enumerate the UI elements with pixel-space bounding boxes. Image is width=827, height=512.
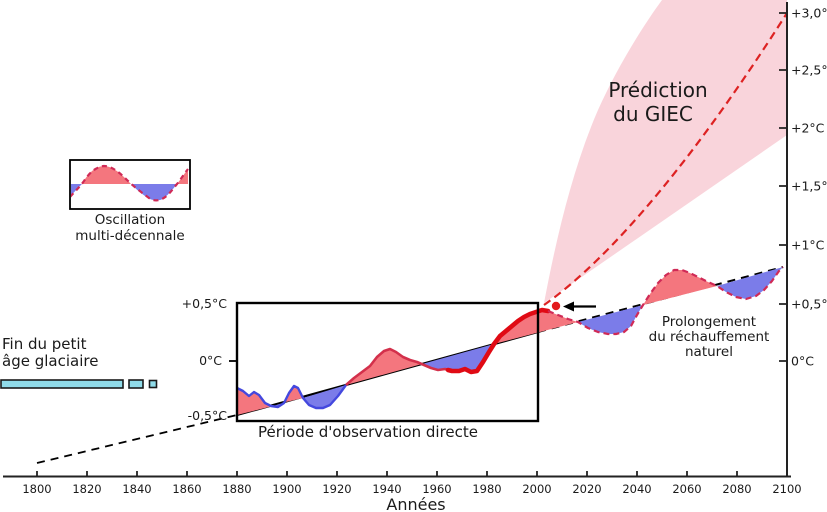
right-axis-label: +1°C (791, 238, 825, 253)
right-axis-label: +2°C (791, 121, 825, 136)
ice-age-bars (0, 379, 158, 389)
giec-prediction-label-line1: Prédiction (608, 78, 707, 102)
oscillation-label-line2: multi-décennale (75, 228, 184, 244)
x-tick-label: 1820 (72, 482, 101, 496)
oscillation-legend-inset (69, 159, 191, 210)
left-axis-label: 0°C (199, 353, 222, 368)
x-axis (3, 471, 791, 478)
observation-period-label: Période d'observation directe (258, 423, 478, 441)
giec-prediction-label-line2: du GIEC (613, 102, 693, 126)
right-axis-label: +1,5°C (791, 179, 827, 194)
x-tick-label: 1860 (172, 482, 201, 496)
current-temperature-dot (551, 301, 561, 311)
x-tick-label: 1900 (272, 482, 301, 496)
x-tick-label: 1980 (472, 482, 501, 496)
x-tick-label: 2060 (672, 482, 701, 496)
ice-age-label-line2: âge glaciaire (2, 352, 98, 370)
left-axis-label: +0,5°C (182, 296, 228, 311)
observed-anomaly-fills (237, 267, 783, 415)
ice-age-label-line1: Fin du petit (2, 335, 87, 353)
giec-prediction-center-line (543, 12, 788, 306)
right-axis-label: +0,5°C (791, 297, 827, 312)
x-axis-title: Années (386, 495, 445, 512)
projected-oscillation-wave (547, 266, 784, 336)
natural-warming-label-line2: du réchauffement (649, 329, 770, 345)
observed-curve-recent-thick (445, 307, 551, 375)
x-tick-label: 1840 (122, 482, 151, 496)
x-tick-label: 1920 (322, 482, 351, 496)
right-axis-label: +3,0°C (791, 6, 827, 21)
left-axis-label: -0,5°C (188, 408, 228, 423)
natural-warming-label-line1: Prolongement (662, 314, 756, 330)
observed-curve-mid (345, 347, 449, 386)
x-tick-label: 2020 (572, 482, 601, 496)
x-tick-label: 1800 (22, 482, 51, 496)
x-tick-label: 2100 (772, 482, 801, 496)
natural-warming-label-line3: naturel (685, 344, 733, 360)
x-tick-label: 2040 (622, 482, 651, 496)
right-axis-label: 0°C (791, 354, 814, 369)
pointer-arrow (563, 301, 596, 312)
oscillation-label-line1: Oscillation (95, 212, 165, 228)
x-tick-label: 1880 (222, 482, 251, 496)
x-tick-label: 1960 (422, 482, 451, 496)
giec-prediction-band (544, 0, 787, 303)
observed-curve-early (236, 384, 347, 410)
trend-line-dashed-left (36, 414, 238, 464)
right-axis (779, 2, 788, 477)
x-tick-label: 2080 (722, 482, 751, 496)
x-tick-label: 2000 (522, 482, 551, 496)
right-axis-label: +2,5°C (791, 63, 827, 78)
observation-period-box (235, 301, 540, 423)
x-tick-label: 1940 (372, 482, 401, 496)
